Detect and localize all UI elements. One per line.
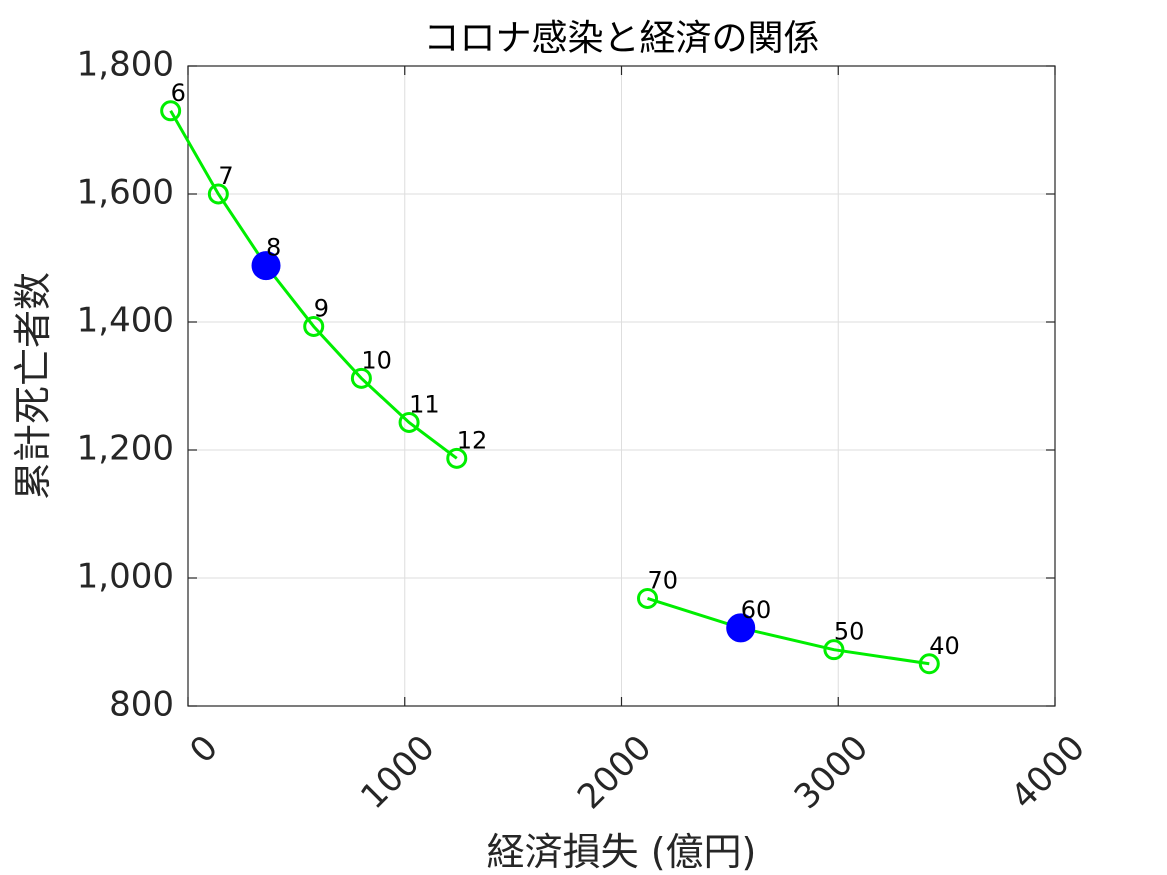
series-line-2 [647, 597, 930, 666]
x-tick-label: 0 [182, 728, 226, 772]
y-tick-label: 1,600 [77, 173, 174, 213]
data-point-label: 6 [171, 79, 186, 107]
y-tick-label: 1,200 [77, 429, 174, 469]
data-point-label: 7 [218, 162, 233, 190]
data-point-label: 12 [457, 426, 488, 454]
grid-lines [187, 65, 1056, 707]
x-tick-label: 2000 [570, 728, 659, 817]
data-point [918, 653, 940, 675]
data-point-label: 11 [409, 390, 440, 418]
chart-title: コロナ感染と経済の関係 [423, 18, 819, 59]
data-point [350, 367, 372, 389]
data-point-label: 40 [929, 632, 960, 660]
data-point [160, 100, 182, 122]
x-tick-label: 1000 [353, 728, 442, 817]
axis-ticks: 0 1000 2000 3000 4000 800 1,000 1,200 1,400 1,600… [77, 45, 1093, 818]
data-point [398, 411, 420, 433]
y-tick-label: 800 [109, 685, 174, 725]
series-line-1 [169, 110, 458, 460]
data-point-label: 50 [834, 618, 865, 646]
x-tick-label: 3000 [787, 728, 876, 817]
data-point [823, 639, 845, 661]
x-tick-label: 4000 [1003, 728, 1092, 817]
y-tick-label: 1,000 [77, 557, 174, 597]
data-point-label: 10 [361, 346, 392, 374]
point-labels: 6 7 8 9 10 11 12 70 60 50 40 [171, 79, 960, 660]
highlighted-data-point [251, 251, 281, 281]
data-point [446, 447, 468, 469]
data-point-label: 9 [314, 294, 329, 322]
data-point [637, 587, 659, 609]
data-point [303, 315, 325, 337]
y-tick-label: 1,800 [77, 45, 174, 85]
data-point-label: 60 [741, 596, 772, 624]
data-point [207, 183, 229, 205]
highlighted-data-point [726, 613, 756, 643]
y-tick-label: 1,400 [77, 301, 174, 341]
x-axis-title: 経済損失 (億円) [487, 830, 757, 874]
data-series [160, 100, 940, 675]
y-axis-title: 累計死亡者数 [11, 272, 55, 500]
data-point-label: 70 [648, 566, 679, 594]
data-point-label: 8 [266, 234, 281, 262]
